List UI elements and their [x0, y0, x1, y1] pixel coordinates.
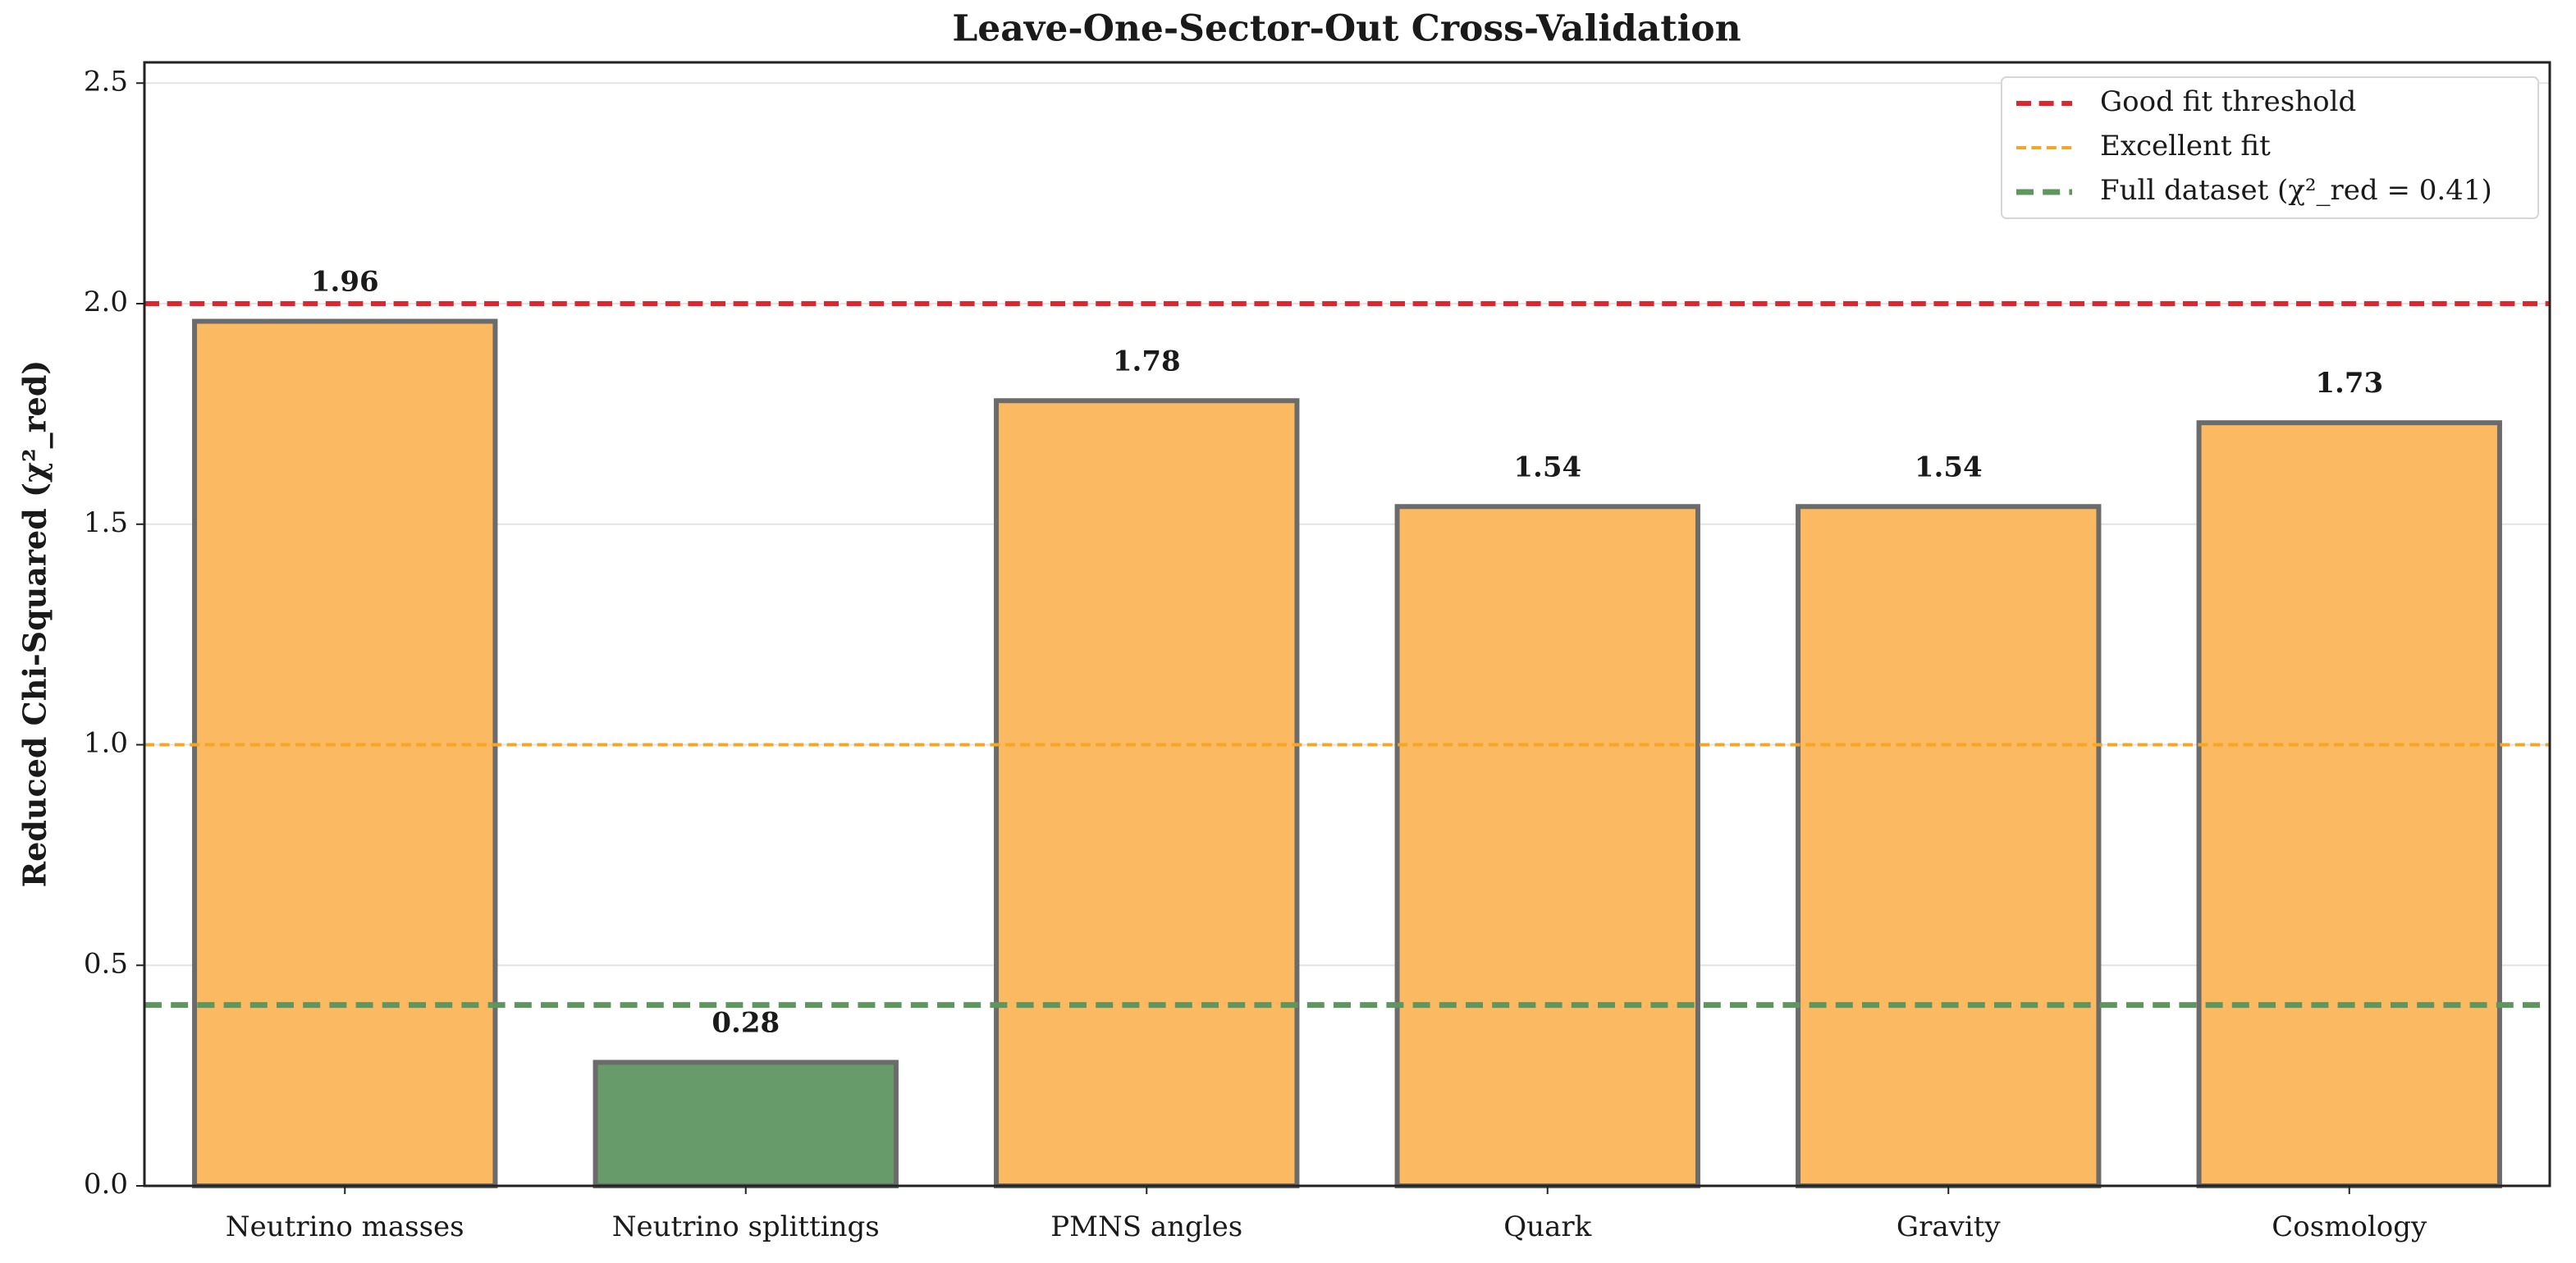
bar: [192, 318, 498, 1188]
legend-label: Full dataset (χ²_red = 0.41): [2100, 174, 2492, 207]
value-label: 1.54: [1915, 451, 1983, 483]
y-tick-label: 1.5: [84, 506, 128, 539]
bar: [1796, 504, 2102, 1188]
x-tick-label: Cosmology: [2272, 1210, 2427, 1243]
value-label: 0.28: [711, 1007, 780, 1040]
legend-box: [2001, 76, 2539, 219]
y-tick-label: 0.5: [84, 947, 128, 980]
x-tick-label: Neutrino splittings: [612, 1210, 880, 1243]
bar: [1394, 504, 1700, 1188]
x-tick-label: Gravity: [1897, 1210, 2001, 1243]
axes-frame: [143, 61, 2551, 1187]
y-tick-label: 2.0: [84, 286, 128, 318]
x-tick-label: PMNS angles: [1050, 1210, 1242, 1243]
y-tick-label: 0.0: [84, 1168, 128, 1201]
value-label: 1.73: [2315, 367, 2383, 400]
x-tick-label: Neutrino masses: [226, 1210, 464, 1243]
x-tick-label: Quark: [1503, 1210, 1591, 1243]
y-tick-label: 1.0: [84, 727, 128, 760]
legend-label: Good fit threshold: [2100, 85, 2356, 118]
bar: [593, 1059, 899, 1188]
value-label: 1.54: [1513, 451, 1581, 483]
legend-label: Excellent fit: [2100, 130, 2271, 162]
y-axis-label: Reduced Chi-Squared (χ²_red): [16, 360, 53, 888]
bar: [2196, 420, 2502, 1188]
y-tick-label: 2.5: [84, 65, 128, 98]
chart-title: Leave-One-Sector-Out Cross-Validation: [952, 8, 1741, 50]
value-label: 1.78: [1113, 345, 1181, 378]
value-label: 1.96: [311, 266, 379, 299]
bar: [994, 398, 1300, 1188]
